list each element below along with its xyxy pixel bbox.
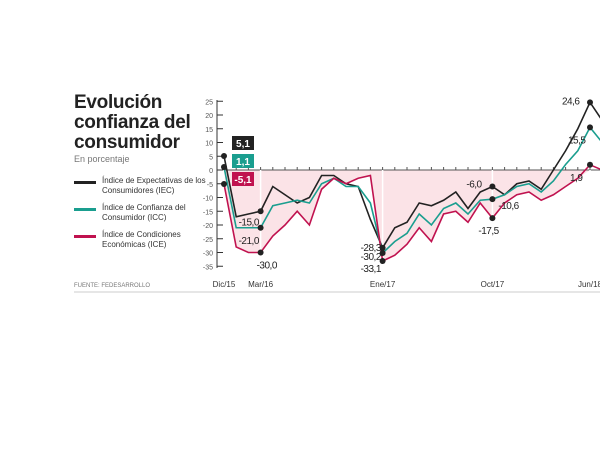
y-tick-label: -5	[207, 182, 213, 189]
data-point-marker	[221, 152, 227, 159]
data-point-marker	[257, 208, 264, 215]
x-tick-label: Jun/18	[578, 280, 600, 289]
data-label: -21,0	[239, 236, 260, 247]
value-badge	[232, 154, 254, 168]
y-tick-label: 20	[205, 113, 213, 120]
legend-swatch	[74, 235, 96, 238]
data-point-marker	[489, 215, 496, 222]
chart-title: Evolución confianza del consumidor	[74, 92, 191, 153]
y-tick-label: 0	[209, 168, 213, 175]
data-label: -33,1	[361, 264, 382, 275]
data-label: -17,5	[478, 226, 499, 237]
data-label: -28,3	[361, 243, 382, 254]
legend-swatch	[74, 181, 96, 184]
data-point-marker	[489, 196, 496, 203]
series-line-icc	[223, 125, 600, 255]
data-label: -10,6	[498, 201, 519, 212]
data-label: 24,6	[562, 96, 580, 107]
legend-label: Índice de Expectativas de los Consumidor…	[102, 176, 206, 195]
data-point-marker	[379, 244, 386, 251]
value-badge-label: 1,1	[236, 157, 250, 168]
data-point-marker	[379, 258, 386, 265]
data-point-marker	[257, 249, 264, 256]
x-tick-label: Ene/17	[370, 280, 396, 289]
data-point-marker	[221, 163, 227, 170]
series-line-iec	[223, 100, 600, 250]
y-tick-label: -20	[203, 223, 213, 230]
y-tick-label: 25	[205, 99, 213, 106]
series-line-ice	[223, 163, 600, 263]
data-label: 15,5	[568, 135, 586, 146]
x-tick-label: Oct/17	[481, 280, 505, 289]
chart-subtitle: En porcentaje	[74, 154, 130, 164]
value-badge	[232, 136, 254, 150]
data-label: -6,0	[466, 180, 482, 191]
legend-icc: Índice de Confianza del Consumidor (ICC)	[74, 203, 202, 223]
y-tick-label: -25	[203, 237, 213, 244]
x-tick-label: Mar/16	[248, 280, 273, 289]
value-badge-label: -5,1	[234, 175, 252, 186]
source-note: FUENTE: FEDESARROLLO	[74, 283, 151, 289]
data-label: -30,2	[361, 252, 382, 263]
data-label: -30,0	[257, 261, 278, 272]
data-point-marker	[221, 181, 227, 188]
y-tick-label: -30	[203, 251, 213, 258]
legend-ice: Índice de Condiciones Económicas (ICE)	[74, 230, 202, 250]
y-tick-label: -35	[203, 264, 213, 271]
y-tick-label: 5	[209, 154, 213, 161]
legend-label: Índice de Condiciones Económicas (ICE)	[102, 230, 181, 249]
y-tick-label: 15	[205, 127, 213, 134]
data-point-marker	[587, 161, 593, 168]
data-point-marker	[587, 124, 593, 131]
y-tick-label: -15	[203, 209, 213, 216]
data-point-marker	[257, 224, 264, 231]
data-point-marker	[587, 99, 593, 106]
value-badge-label: 5,1	[236, 139, 250, 150]
legend-label: Índice de Confianza del Consumidor (ICC)	[102, 203, 186, 222]
legend-iec: Índice de Expectativas de los Consumidor…	[74, 176, 206, 196]
legend-swatch	[74, 208, 96, 211]
y-tick-label: 10	[205, 141, 213, 148]
data-point-marker	[379, 250, 386, 257]
x-tick-label: Dic/15	[213, 280, 236, 289]
data-point-marker	[489, 183, 496, 190]
data-label: 1,9	[570, 173, 583, 184]
y-tick-label: -10	[203, 196, 213, 203]
data-label: -15,0	[239, 217, 260, 228]
value-badge	[232, 172, 254, 186]
